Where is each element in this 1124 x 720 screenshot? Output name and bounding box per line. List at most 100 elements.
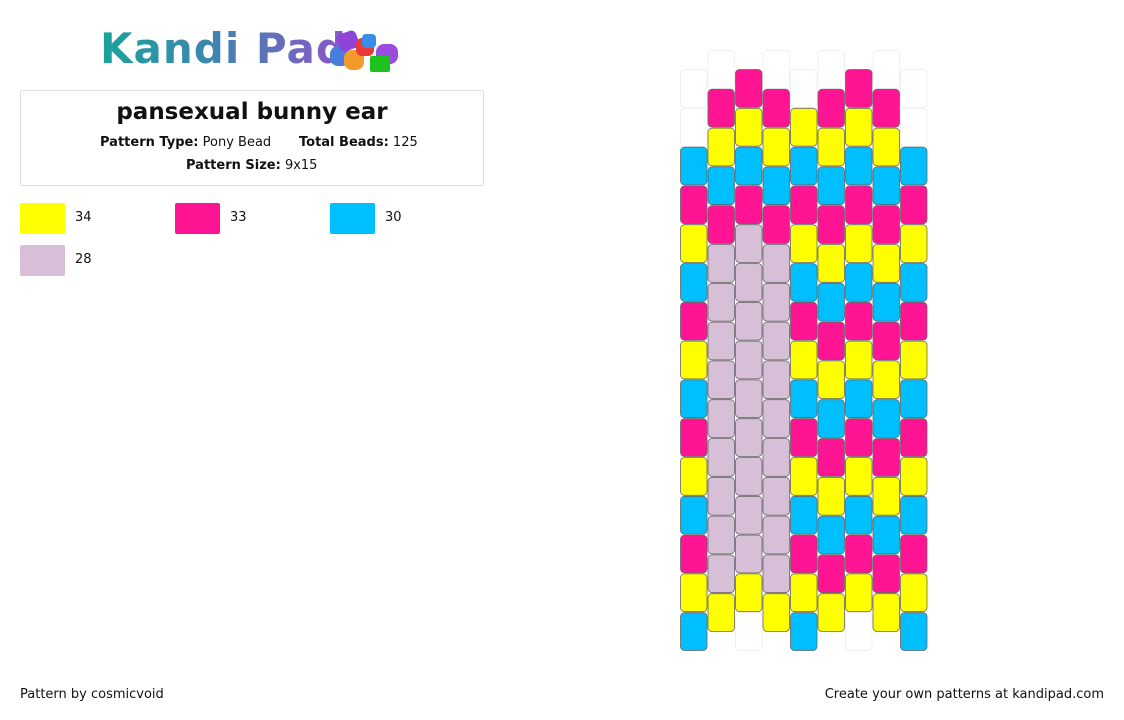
bead bbox=[872, 166, 900, 206]
bead bbox=[762, 244, 790, 283]
bead bbox=[735, 301, 763, 341]
bead bbox=[707, 88, 735, 128]
bead bbox=[845, 612, 873, 652]
bead bbox=[900, 69, 928, 108]
bead bbox=[845, 69, 873, 108]
bead bbox=[900, 107, 928, 147]
bead bbox=[735, 340, 763, 380]
bead bbox=[900, 146, 928, 186]
bead bbox=[817, 127, 845, 167]
bead bbox=[845, 340, 873, 380]
bead bbox=[735, 612, 763, 652]
bead bbox=[872, 360, 900, 400]
bead bbox=[790, 573, 818, 613]
bead bbox=[817, 88, 845, 128]
bead bbox=[872, 282, 900, 322]
bead bbox=[900, 224, 928, 263]
bead bbox=[680, 457, 708, 496]
info-row: Pattern Size: 9x15 bbox=[186, 158, 317, 173]
bead bbox=[790, 301, 818, 341]
bead bbox=[735, 69, 763, 108]
bead bbox=[900, 534, 928, 574]
bead bbox=[817, 438, 845, 477]
bead bbox=[845, 457, 873, 496]
bead bbox=[707, 399, 735, 438]
bead bbox=[707, 166, 735, 206]
bead-count: 30 bbox=[385, 210, 402, 225]
bead bbox=[735, 107, 763, 147]
bead bbox=[762, 321, 790, 361]
bead bbox=[680, 495, 708, 535]
bead bbox=[735, 379, 763, 419]
bead bbox=[900, 340, 928, 380]
bead bbox=[762, 205, 790, 244]
bead bbox=[900, 185, 928, 225]
bead bbox=[735, 146, 763, 186]
label: Pattern Size: bbox=[186, 158, 281, 173]
bead bbox=[845, 495, 873, 535]
bead bbox=[872, 399, 900, 438]
bead bbox=[680, 185, 708, 225]
bead bbox=[762, 593, 790, 632]
value: 9x15 bbox=[284, 158, 318, 173]
bead bbox=[735, 534, 763, 574]
bead bbox=[900, 379, 928, 419]
bead bbox=[762, 476, 790, 516]
bead bbox=[817, 166, 845, 206]
bead bbox=[872, 593, 900, 632]
bead bbox=[707, 554, 735, 594]
bead-count: 34 bbox=[75, 210, 92, 225]
bead bbox=[817, 360, 845, 400]
bead bbox=[790, 146, 818, 186]
bead bbox=[900, 301, 928, 341]
bead bbox=[680, 69, 708, 108]
bead bbox=[817, 593, 845, 632]
bead bbox=[680, 573, 708, 613]
bead-count: 28 bbox=[75, 252, 92, 267]
bead bbox=[845, 379, 873, 419]
bead bbox=[762, 554, 790, 594]
bead bbox=[790, 457, 818, 496]
bead bbox=[790, 185, 818, 225]
bead bbox=[762, 166, 790, 206]
bead bbox=[680, 418, 708, 457]
bead bbox=[872, 321, 900, 361]
bead bbox=[790, 379, 818, 419]
bead bbox=[735, 263, 763, 302]
bead bbox=[762, 438, 790, 477]
bead bbox=[790, 612, 818, 651]
bead bbox=[735, 185, 763, 225]
bead bbox=[817, 554, 845, 594]
bead bbox=[817, 282, 845, 322]
bead bbox=[790, 224, 818, 263]
bead bbox=[790, 534, 818, 574]
bead bbox=[790, 340, 818, 380]
pattern-title: pansexual bunny ear bbox=[116, 99, 388, 125]
bead bbox=[707, 438, 735, 477]
color-swatch bbox=[175, 203, 220, 234]
bead bbox=[707, 515, 735, 555]
bead bbox=[707, 50, 735, 89]
bead bbox=[707, 127, 735, 167]
bead bbox=[872, 476, 900, 516]
color-swatch bbox=[20, 203, 65, 234]
bead bbox=[707, 476, 735, 516]
bead bbox=[680, 107, 708, 147]
promo-link[interactable]: Create your own patterns at kandipad.com bbox=[824, 687, 1104, 702]
info-box: pansexual bunny ear Pattern Type: Pony B… bbox=[20, 90, 484, 186]
value: Pony Bead bbox=[202, 135, 272, 150]
bead bbox=[845, 146, 873, 186]
logo[interactable]: Kandi Pad bbox=[100, 24, 347, 73]
bead bbox=[872, 554, 900, 594]
bead bbox=[872, 88, 900, 128]
bead bbox=[900, 612, 928, 651]
bead bbox=[872, 244, 900, 283]
color-swatch bbox=[20, 245, 65, 276]
bead bbox=[735, 457, 763, 496]
bead bbox=[900, 573, 928, 613]
bead bbox=[817, 244, 845, 283]
bead bbox=[680, 301, 708, 341]
bead bbox=[762, 282, 790, 322]
bead bbox=[900, 495, 928, 535]
